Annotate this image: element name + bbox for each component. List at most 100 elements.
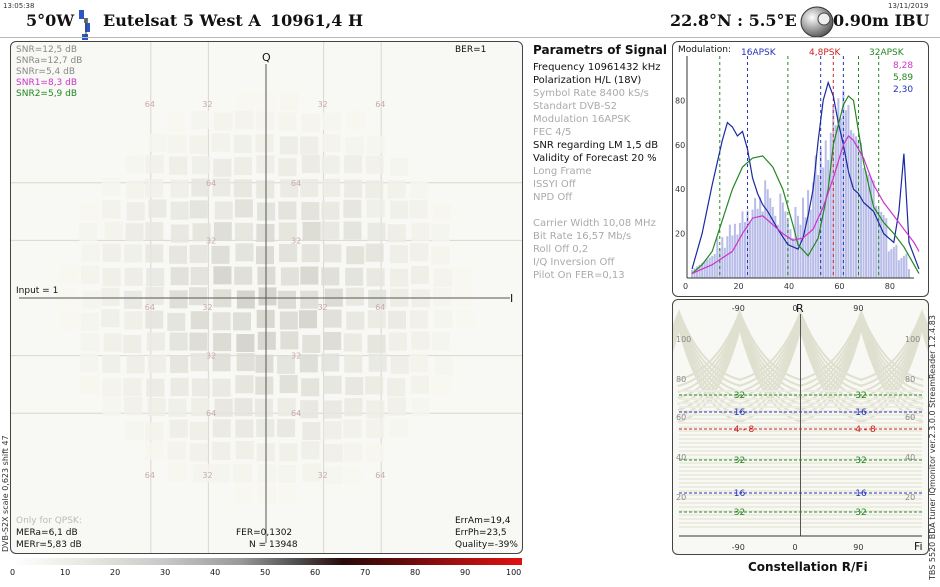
noise-cell [146,378,165,397]
noise-cell [148,133,167,152]
histogram-bar [723,247,726,278]
noise-cell [410,180,429,199]
noise-cell [189,244,208,263]
noise-cell [148,354,167,373]
tick-label-top: 32 [318,100,328,109]
histogram-bar [759,197,762,278]
r-axis-label: R [796,302,804,315]
level-label-right: 32 [855,456,866,466]
histogram-bar [794,206,797,278]
noise-cell [323,375,342,394]
noise-cell [167,113,186,132]
colorbar-tick-label: 10 [60,568,71,577]
noise-cell [387,224,406,243]
noise-cell [322,134,341,153]
parameter-line: Pilot On FER=0,13 [533,270,625,281]
header-time: 13:05:38 [3,2,35,10]
noise-cell [277,355,296,374]
histogram-bar [887,251,890,278]
noise-cell [302,463,321,482]
level-label-right: 16 [855,489,867,499]
histogram-bar [847,104,850,278]
colorbar-tick-label: 20 [110,568,121,577]
noise-cell [368,289,387,308]
noise-cell [387,397,406,416]
noise-cell [212,353,231,372]
histogram-bar [829,132,832,278]
histogram-bar [882,214,885,278]
tick-label-left: 32 [206,236,216,245]
noise-cell [169,419,188,438]
snr-line: SNR=12,5 dB [16,45,78,55]
noise-cell [301,155,320,174]
noise-cell [145,287,164,306]
histogram-bar [865,170,868,278]
histogram-bar [907,269,910,278]
tick-label-center: 64 [145,303,155,312]
noise-cell [234,398,253,417]
noise-cell [323,309,342,328]
colorbar-tick-label: 90 [460,568,471,577]
noise-cell [256,180,275,199]
histogram-bar [814,155,817,278]
signal-parameters: Parametrs of Signal : Frequency 10961432… [533,42,676,282]
noise-cell [255,354,274,373]
noise-cell [411,398,430,417]
noise-cell [301,441,320,460]
tick-label-bottom: 64 [145,471,155,480]
histogram-bar [834,125,837,278]
noise-cell [410,243,429,262]
noise-cell [367,222,386,241]
colorbar-tick-label: 80 [410,568,421,577]
colorbar-tick-label: 40 [210,568,221,577]
noise-cell [212,419,231,438]
histogram-bar [726,236,729,278]
noise-cell [236,353,255,372]
modulation-label: Modulation: [678,45,731,55]
parameter-line: Carrier Width 10,08 MHz [533,218,656,229]
noise-cell [300,136,319,155]
parameter-line: Frequency 10961432 kHz [533,62,661,73]
histogram-bar [764,180,767,278]
noise-cell [101,309,120,328]
noise-cell [345,136,364,155]
noise-cell [167,441,186,460]
noise-cell [387,180,406,199]
parameter-lines: Frequency 10961432 kHz Polarization H/L (… [533,61,668,282]
noise-cell [189,135,208,154]
err-ph-value: ErrPh=23,5 [455,528,507,538]
y-tick-label: 40 [675,185,685,194]
histogram-bar [701,262,704,278]
noise-cell [168,463,187,482]
histogram-bar [703,261,706,278]
noise-cell [277,290,296,309]
noise-cell [324,465,343,484]
mer-a-value: MERa=6,1 dB [16,528,78,538]
noise-cell [168,245,187,264]
noise-cell [390,419,409,438]
noise-cell [211,133,230,152]
parameter-line: I/Q Inversion Off [533,257,615,268]
noise-cell [431,246,450,265]
noise-cell [301,202,320,221]
histogram-bar [718,248,721,278]
dish-icon [798,5,836,39]
snr-line: SNR2=5,9 dB [16,89,78,99]
level-label-right: 32 [855,391,866,401]
noise-cell [321,353,340,372]
y-tick-label: 20 [675,230,685,239]
fi-tick-label-top: 0 [793,304,798,313]
constellation-panel: 64 64 64 64 64 32 32 32 32 32 32 32 32 32 32 64 64 64 64 64… [10,41,523,554]
noise-cell [258,485,277,504]
ber-value: BER=1 [455,45,487,55]
histogram-bar [872,180,875,278]
histogram-bar [761,211,764,278]
noise-cell [81,243,100,262]
modulation-marker-label: 32APSK [869,48,905,58]
only-qpsk-note: Only for QPSK: [16,516,82,526]
noise-cell [366,199,385,218]
noise-cell [343,466,362,485]
noise-cell [233,464,252,483]
fi-axis-label: Fi [914,540,923,553]
histogram-bar [776,224,779,278]
